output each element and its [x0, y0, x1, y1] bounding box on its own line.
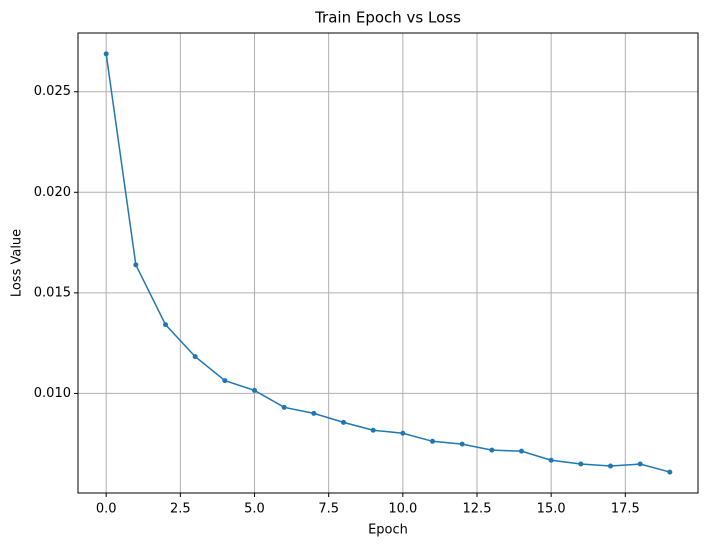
x-tick-label: 2.5	[170, 502, 191, 517]
marker	[400, 430, 406, 436]
marker	[607, 463, 613, 469]
y-axis-label: Loss Value	[10, 229, 25, 297]
y-tick-label: 0.010	[34, 386, 71, 401]
marker	[311, 410, 317, 416]
x-tick-label: 15.0	[537, 502, 566, 517]
marker	[370, 427, 376, 433]
marker	[252, 387, 258, 393]
marker	[192, 354, 198, 360]
marker	[103, 51, 109, 57]
marker	[222, 378, 228, 384]
x-tick-label: 17.5	[611, 502, 640, 517]
marker	[281, 404, 287, 410]
marker	[578, 461, 584, 467]
plot-frame	[77, 32, 699, 494]
marker	[133, 262, 139, 268]
y-tick-label: 0.020	[34, 185, 71, 200]
marker	[163, 322, 169, 328]
line	[105, 53, 671, 473]
x-tick-label: 0.0	[96, 502, 117, 517]
marker	[637, 461, 643, 467]
chart-title: Train Epoch vs Loss	[314, 9, 461, 27]
y-tick-label: 0.015	[34, 285, 71, 300]
x-tick-label: 10.0	[388, 502, 417, 517]
marker	[518, 448, 524, 454]
marker	[489, 447, 495, 453]
x-axis-label: Epoch	[368, 523, 408, 538]
x-tick-label: 12.5	[463, 502, 492, 517]
marker	[341, 419, 347, 425]
marker	[429, 438, 435, 444]
marker	[548, 457, 554, 463]
x-tick-label: 7.5	[318, 502, 339, 517]
marker	[459, 441, 465, 447]
y-tick-label: 0.025	[34, 84, 71, 99]
marker	[667, 469, 673, 475]
x-tick-label: 5.0	[244, 502, 265, 517]
